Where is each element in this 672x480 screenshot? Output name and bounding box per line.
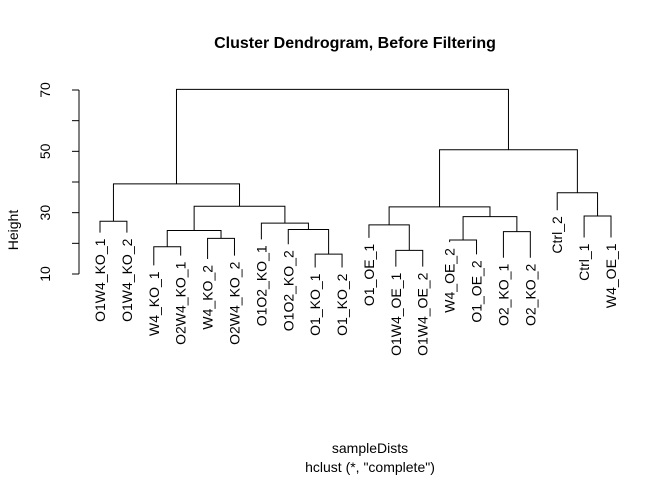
method-sublabel: hclust (*, "complete")	[305, 459, 435, 475]
y-tick-label: 10	[37, 266, 53, 282]
leaf-label: W4_KO_1	[146, 271, 162, 336]
x-axis-label: sampleDists	[332, 440, 408, 456]
dendrogram-branch	[175, 88, 509, 184]
leaf-label: O1_KO_2	[334, 273, 350, 335]
dendrogram-branch	[439, 149, 578, 207]
dendrogram-branch	[556, 192, 599, 217]
dendrogram-branches	[99, 88, 612, 268]
leaf-label: W4_OE_1	[603, 243, 619, 308]
leaf-label: O1W4_OE_1	[388, 272, 404, 355]
leaf-label: Ctrl_2	[549, 216, 565, 254]
dendrogram-branch	[260, 222, 309, 240]
y-axis-label: Height	[5, 210, 21, 251]
dendrogram-branch	[153, 246, 182, 266]
dendrogram-branch	[193, 205, 286, 231]
leaf-label: O1O2_KO_1	[253, 245, 269, 326]
dendrogram-branch	[462, 216, 518, 240]
dendrogram-branch	[99, 220, 128, 233]
leaf-label: O1W4_KO_1	[92, 238, 108, 321]
leaf-label: O2_KO_1	[495, 264, 511, 326]
leaf-label: O1W4_OE_2	[415, 272, 431, 355]
dendrogram-branch	[583, 215, 612, 238]
leaf-label: Ctrl_1	[576, 243, 592, 281]
leaf-label: O2_KO_2	[522, 264, 538, 326]
dendrogram-branch	[502, 231, 531, 258]
leaf-label: O1O2_KO_2	[280, 250, 296, 331]
leaf-label: O1W4_KO_2	[119, 238, 135, 321]
dendrogram-branch	[112, 183, 241, 222]
dendrogram-branch	[388, 206, 491, 225]
chart-title: Cluster Dendrogram, Before Filtering	[214, 35, 496, 52]
leaf-label: O1_OE_1	[361, 244, 377, 306]
y-tick-label: 70	[37, 82, 53, 98]
leaf-label: O1_KO_1	[307, 273, 323, 335]
y-tick-label: 30	[37, 205, 53, 221]
y-tick-label: 50	[37, 143, 53, 159]
leaf-label: O2W4_KO_2	[226, 261, 242, 344]
leaf-label: O1_OE_2	[469, 260, 485, 322]
leaf-labels: O1W4_KO_1 O1W4_KO_2 W4_KO_1 O2W4_KO_1 W4_KO_…	[92, 216, 619, 356]
dendrogram-branch	[395, 249, 424, 267]
dendrogram-branch	[314, 253, 343, 268]
leaf-label: W4_OE_2	[442, 248, 458, 313]
y-axis: 10 30 50 70	[37, 82, 80, 282]
leaf-label: O2W4_KO_1	[173, 261, 189, 344]
leaf-label: W4_KO_2	[200, 265, 216, 330]
dendrogram-branch	[207, 237, 235, 259]
